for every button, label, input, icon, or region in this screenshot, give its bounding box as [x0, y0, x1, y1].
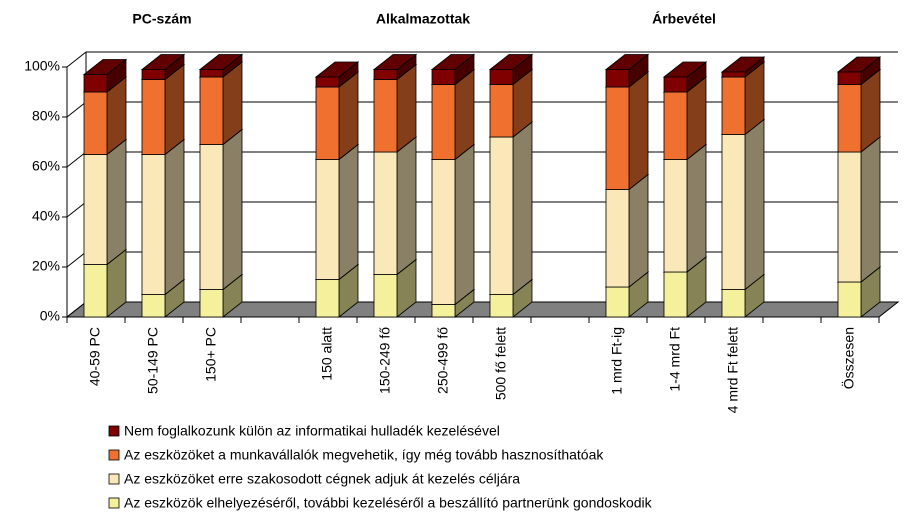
x-tick-label: 40-59 PC	[87, 327, 103, 386]
group-label: Alkalmazottak	[376, 11, 470, 27]
grid-line-side	[66, 201, 87, 218]
bar	[373, 69, 398, 80]
bar	[141, 294, 166, 318]
bar	[199, 76, 224, 145]
legend-label: Az eszközök elhelyezéséről, további keze…	[124, 495, 653, 511]
bar	[663, 271, 688, 318]
x-tick-label: 150-249 fő	[377, 327, 393, 394]
bar-side	[744, 118, 765, 291]
y-tick-label: 0%	[40, 308, 60, 324]
floor	[65, 301, 900, 318]
x-tick-label: 4 mrd Ft felett	[725, 327, 741, 413]
bar	[605, 69, 630, 88]
bar	[721, 71, 746, 78]
bar	[489, 294, 514, 318]
bar	[489, 69, 514, 85]
bar-side	[628, 71, 649, 191]
bar	[315, 86, 340, 160]
x-tick-label: 50-149 PC	[145, 327, 161, 394]
legend-swatch	[108, 473, 120, 485]
legend-label: Az eszközöket a munkavállalók megvehetik…	[124, 447, 604, 463]
bar	[83, 264, 108, 318]
legend-swatch	[108, 497, 120, 509]
bar	[489, 84, 514, 138]
legend-label: Nem foglalkozunk külön az informatikai h…	[124, 423, 500, 439]
bar	[373, 151, 398, 275]
bar	[141, 69, 166, 80]
grid-line-side	[66, 101, 87, 118]
bar-side	[164, 138, 185, 296]
x-tick-label: 250-499 fő	[435, 327, 451, 394]
bar	[141, 154, 166, 295]
bar-side	[454, 143, 475, 306]
grid-line-side	[66, 51, 87, 68]
bar-side	[164, 63, 185, 156]
bar-side	[106, 138, 127, 266]
bar	[489, 136, 514, 295]
bar	[663, 91, 688, 160]
bar	[837, 281, 862, 318]
bar	[663, 159, 688, 273]
bar-side	[454, 68, 475, 161]
grid-line-side	[66, 251, 87, 268]
bar-side	[396, 136, 417, 276]
bar	[199, 144, 224, 290]
bar	[663, 76, 688, 93]
legend-label: Az eszközöket erre szakosodott cégnek ad…	[124, 471, 520, 487]
group-label: Árbevétel	[652, 11, 716, 27]
grid-line-side	[66, 151, 87, 168]
bar	[431, 69, 456, 85]
bar	[315, 279, 340, 318]
bar	[199, 289, 224, 318]
y-tick-label: 40%	[32, 208, 60, 224]
bar-side	[338, 143, 359, 281]
bar	[605, 189, 630, 288]
bar	[721, 134, 746, 290]
bar	[315, 159, 340, 280]
bar	[141, 79, 166, 155]
y-tick-label: 100%	[24, 58, 60, 74]
bar	[315, 76, 340, 88]
y-tick-label: 20%	[32, 258, 60, 274]
y-tick-label: 80%	[32, 108, 60, 124]
bar-side	[628, 173, 649, 288]
grid-line-side	[66, 301, 87, 318]
group-label: PC-szám	[132, 11, 191, 27]
bar	[431, 304, 456, 318]
bar	[83, 74, 108, 93]
x-tick-label: Összesen	[840, 327, 857, 389]
x-tick-label: 500 fő felett	[493, 327, 509, 400]
bar-side	[860, 136, 881, 283]
bar	[721, 289, 746, 318]
bar-side	[512, 121, 533, 296]
legend-swatch	[108, 425, 120, 437]
bar	[83, 154, 108, 265]
legend-swatch	[108, 449, 120, 461]
bar	[837, 84, 862, 153]
bar	[431, 159, 456, 305]
bar	[837, 71, 862, 85]
bar	[373, 79, 398, 153]
bar	[431, 84, 456, 160]
x-tick-label: 1 mrd Ft-ig	[609, 327, 625, 395]
bar	[83, 91, 108, 155]
bar	[373, 274, 398, 318]
bar	[605, 286, 630, 318]
bar	[721, 76, 746, 135]
bar	[837, 151, 862, 283]
y-tick-label: 60%	[32, 158, 60, 174]
bar	[605, 86, 630, 190]
bar-side	[686, 143, 707, 273]
bar	[199, 69, 224, 78]
x-tick-label: 150+ PC	[203, 327, 219, 382]
x-tick-label: 1-4 mrd Ft	[667, 327, 683, 392]
x-tick-label: 150 alatt	[319, 327, 335, 381]
bar-side	[222, 128, 243, 291]
